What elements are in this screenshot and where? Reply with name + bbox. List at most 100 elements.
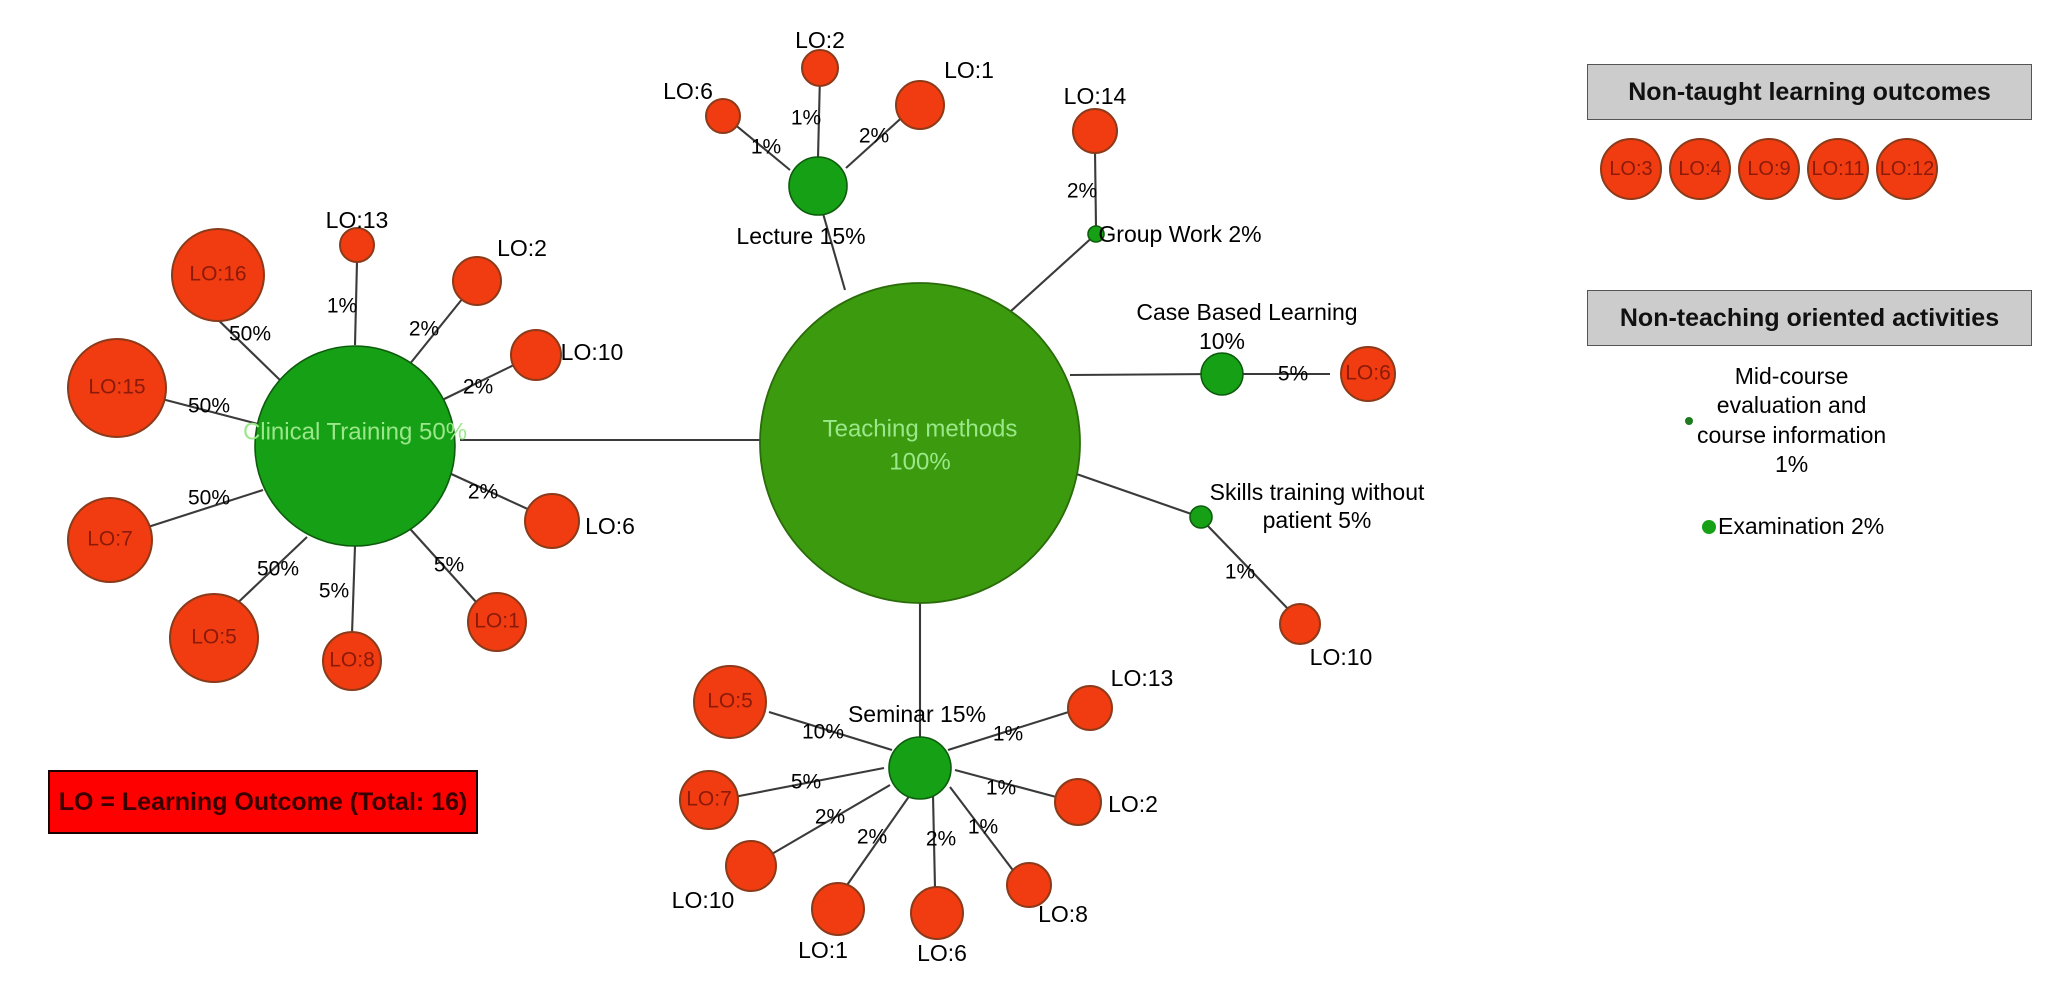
node-clinical-lo2[interactable] <box>452 256 502 306</box>
edge-skills-lo10 <box>1205 523 1291 612</box>
node-lecture-lo6[interactable] <box>705 98 741 134</box>
node-lecture-lo2[interactable] <box>801 49 839 87</box>
node-clinical-lo16[interactable] <box>171 228 265 322</box>
node-clinical-lo6[interactable] <box>524 493 580 549</box>
cluster-seminar: 10% 1% 5% 1% 2% 2% 2% 1% Seminar 15% LO:… <box>672 665 1174 966</box>
node-seminar-lo1[interactable] <box>811 882 865 936</box>
ext-label-clinical-lo2: LO:2 <box>497 235 547 261</box>
node-label-clinical-lo1: LO:1 <box>474 610 520 633</box>
edge-label-clinical-lo16: 50% <box>229 323 271 346</box>
green-dot-icon <box>1685 416 1693 425</box>
node-seminar-lo8[interactable] <box>1006 862 1052 908</box>
ext-label-lecture-lo2: LO:2 <box>795 27 845 53</box>
edge-center-skills <box>1064 469 1201 518</box>
edge-label-clinical-lo6: 2% <box>468 481 498 504</box>
activity-item-examination: Examination 2% <box>1702 513 1884 540</box>
edge-label-clinical-lo8: 5% <box>319 580 349 603</box>
ext-label-seminar-lo10: LO:10 <box>672 887 735 913</box>
node-seminar-lo5[interactable] <box>693 665 767 739</box>
edge-clinical-lo15 <box>157 396 259 426</box>
ext-label-lecture: Lecture 15% <box>736 223 865 249</box>
node-clinical-lo10[interactable] <box>510 329 562 381</box>
node-seminar-lo10[interactable] <box>725 840 777 892</box>
non-taught-chip-lo12[interactable]: LO:12 <box>1876 138 1938 200</box>
non-taught-chip-lo9[interactable]: LO:9 <box>1738 138 1800 200</box>
node-lecture-lo1[interactable] <box>895 80 945 130</box>
node-skills-lo10[interactable] <box>1279 603 1321 645</box>
cluster-skills-training: 1% Skills training without patient 5% LO… <box>1189 479 1425 670</box>
edge-label-clinical-lo15: 50% <box>188 395 230 418</box>
ext-label-clinical-lo10: LO:10 <box>561 339 624 365</box>
edge-label-seminar-lo2: 1% <box>986 777 1016 800</box>
cluster-lecture: 1% 1% 2% Lecture 15% LO:6 LO:2 LO:1 <box>663 27 994 249</box>
node-seminar-lo13[interactable] <box>1067 685 1113 731</box>
node-case-based-learning[interactable] <box>1200 352 1244 396</box>
panel-header-non-taught: Non-taught learning outcomes <box>1587 64 2032 120</box>
ext-label-cbl-title2: 10% <box>1199 328 1245 354</box>
ext-label-group-work: Group Work 2% <box>1098 221 1261 247</box>
node-clinical-lo5[interactable] <box>169 593 259 683</box>
ext-label-skills-lo10: LO:10 <box>1310 644 1373 670</box>
node-seminar-lo7[interactable] <box>679 770 739 830</box>
edge-seminar-lo13 <box>947 708 1076 752</box>
edge-seminar-lo5 <box>768 710 893 752</box>
activity-label-mid-course: Mid-course evaluation and course informa… <box>1697 363 1887 478</box>
node-seminar-lo6[interactable] <box>910 886 964 940</box>
edge-label-lecture-lo6: 1% <box>751 136 781 159</box>
edge-label-clinical-lo2: 2% <box>409 318 439 341</box>
edge-label-clinical-lo10: 2% <box>463 376 493 399</box>
node-cbl-lo6[interactable] <box>1340 346 1396 402</box>
edge-clinical-lo13 <box>353 260 359 346</box>
edge-seminar-lo2 <box>954 768 1061 800</box>
node-skills-training[interactable] <box>1189 505 1213 529</box>
non-taught-chip-lo11[interactable]: LO:11 <box>1807 138 1869 200</box>
ext-label-seminar-lo8: LO:8 <box>1038 901 1088 927</box>
edge-label-clinical-lo13: 1% <box>327 295 357 318</box>
edge-label-groupwork-lo14: 2% <box>1067 180 1097 203</box>
node-groupwork-lo14[interactable] <box>1072 108 1118 154</box>
non-taught-chip-lo4[interactable]: LO:4 <box>1669 138 1731 200</box>
non-taught-chip-row: LO:3 LO:4 LO:9 LO:11 LO:12 <box>1600 138 1938 200</box>
panel-header-non-teaching: Non-teaching oriented activities <box>1587 290 2032 346</box>
edge-label-clinical-lo7: 50% <box>188 487 230 510</box>
ext-label-lecture-lo1: LO:1 <box>944 57 994 83</box>
edge-lecture-lo1 <box>845 111 909 169</box>
node-clinical-lo1[interactable] <box>467 592 527 652</box>
ext-label-clinical-lo13: LO:13 <box>326 207 389 233</box>
edge-seminar-lo7 <box>733 766 885 799</box>
ext-label-seminar-lo6: LO:6 <box>917 940 967 966</box>
ext-label-groupwork-lo14: LO:14 <box>1064 83 1127 109</box>
node-label-clinical-lo7: LO:7 <box>87 528 133 551</box>
edge-label-seminar-lo10: 2% <box>815 806 845 829</box>
node-group-work[interactable] <box>1087 225 1105 243</box>
green-dot-icon <box>1702 519 1716 534</box>
node-teaching-methods[interactable] <box>759 282 1081 604</box>
edge-label-lecture-lo1: 2% <box>859 125 889 148</box>
node-label-clinical-training: Clinical Training 50% <box>243 418 467 445</box>
node-seminar-lo2[interactable] <box>1054 778 1102 826</box>
cluster-case-based-learning: 5% Case Based Learning 10% LO:6 <box>1136 299 1396 402</box>
ext-label-seminar-lo2: LO:2 <box>1108 791 1158 817</box>
edge-seminar-lo8 <box>949 786 1019 878</box>
node-lecture[interactable] <box>788 156 848 216</box>
edge-label-seminar-lo7: 5% <box>791 771 821 794</box>
edge-clinical-lo2 <box>408 292 468 366</box>
edge-clinical-lo7 <box>147 489 264 528</box>
node-clinical-lo8[interactable] <box>322 631 382 691</box>
cluster-clinical-training: 50% 1% 2% 2% 50% 2% 50% 5% 50% 5% Clinic… <box>67 207 635 691</box>
edge-label-cbl-lo6: 5% <box>1278 363 1308 386</box>
node-seminar[interactable] <box>888 736 952 800</box>
non-taught-chip-lo3[interactable]: LO:3 <box>1600 138 1662 200</box>
node-label-clinical-lo15: LO:15 <box>88 376 145 399</box>
node-clinical-lo7[interactable] <box>67 497 153 583</box>
node-clinical-training[interactable] <box>254 345 456 547</box>
edge-center-cbl <box>1069 372 1217 377</box>
ext-label-seminar-lo13: LO:13 <box>1111 665 1174 691</box>
ext-label-seminar-lo1: LO:1 <box>798 937 848 963</box>
node-clinical-lo15[interactable] <box>67 338 167 438</box>
edge-label-seminar-lo8: 1% <box>968 816 998 839</box>
node-clinical-lo13[interactable] <box>339 227 375 263</box>
edge-label-seminar-lo6: 2% <box>926 828 956 851</box>
edge-clinical-lo10 <box>433 361 521 405</box>
ext-label-lecture-lo6: LO:6 <box>663 78 713 104</box>
